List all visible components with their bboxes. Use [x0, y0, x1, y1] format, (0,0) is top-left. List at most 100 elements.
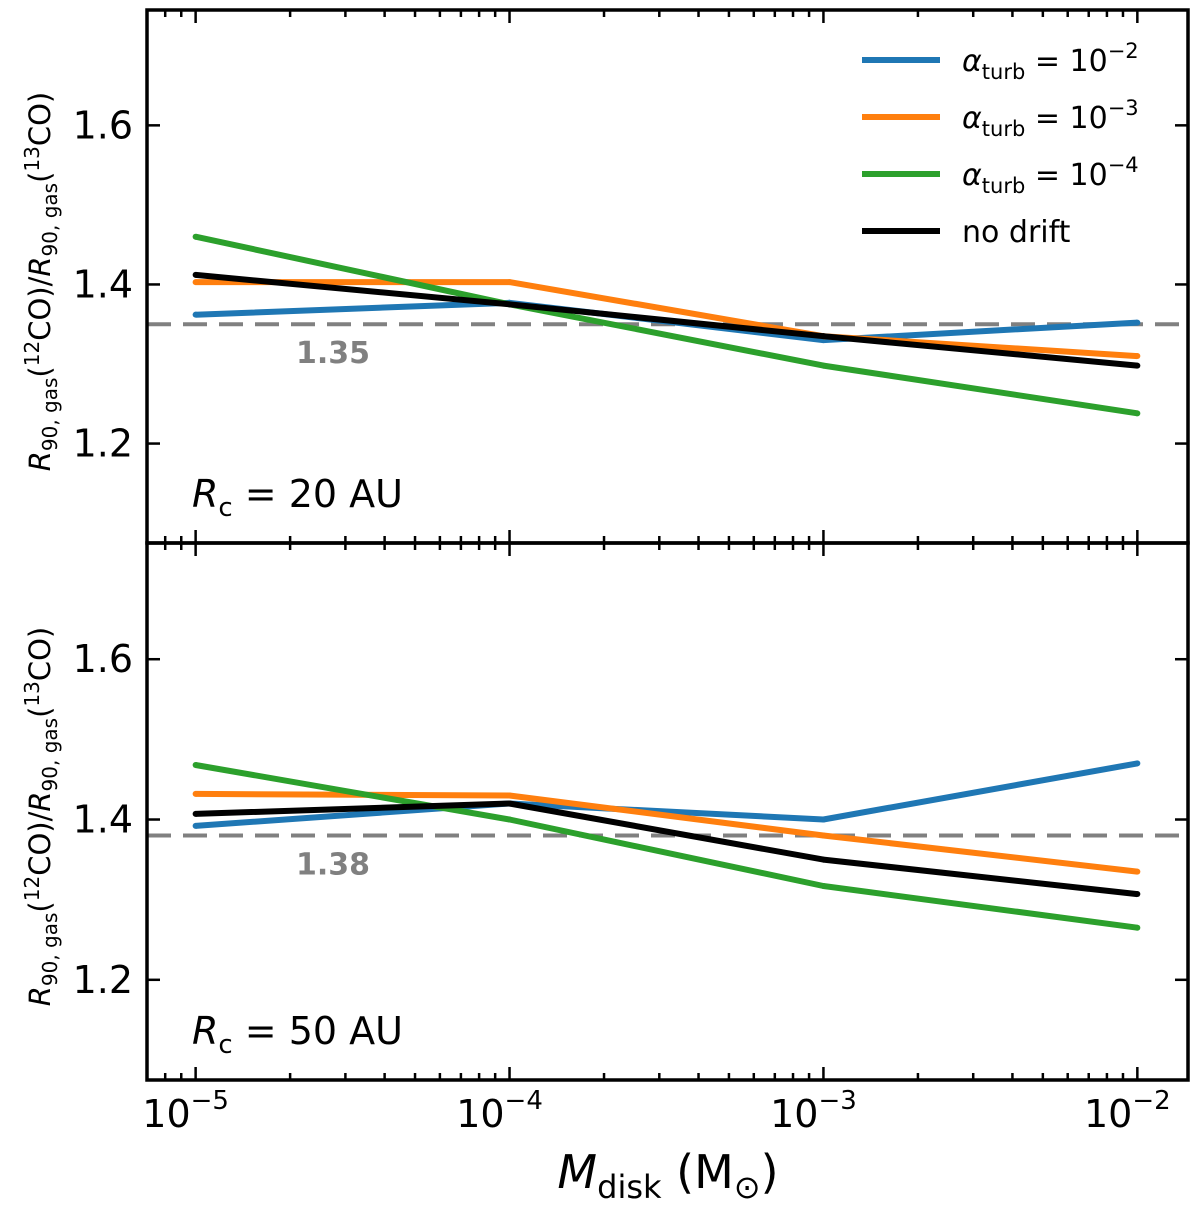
y-tick-label: 1.6 [73, 637, 133, 681]
ylabel-close: ) [23, 627, 57, 638]
x-axis-label: Mdisk (M⊙) [557, 1145, 778, 1206]
series-group [192, 233, 1141, 417]
legend-text: no drift [962, 215, 1071, 250]
data-point-s2-p1 [192, 790, 199, 797]
legend-exponent: −4 [1108, 153, 1139, 177]
data-point-s4-p2 [506, 301, 513, 308]
data-point-s2-p4 [1134, 868, 1141, 875]
legend-exponent: −3 [1108, 96, 1139, 120]
panel-frame [145, 541, 1190, 1082]
series-line-2 [195, 279, 1138, 360]
ylabel-mid: )/ [23, 811, 57, 832]
ylabel-close: ) [23, 92, 57, 103]
legend-alpha-symbol: α [962, 101, 982, 136]
data-point-s2-p4 [1134, 353, 1141, 360]
ylabel-open: ( [23, 901, 57, 912]
legend-base: = 10 [1025, 101, 1107, 136]
data-point-s3-p4 [1134, 410, 1141, 417]
data-point-s4-p3 [820, 856, 827, 863]
legend-alpha-sub: turb [982, 117, 1026, 141]
panel-label: Rc = 50 AU [192, 1009, 403, 1060]
legend-alpha-symbol: α [962, 158, 982, 193]
series-group [192, 760, 1141, 931]
xlabel-var: M [557, 1145, 597, 1199]
x-tick-exponent: −5 [191, 1086, 229, 1116]
data-point-s4-p3 [820, 333, 827, 340]
panel-label-var: R [192, 1009, 218, 1053]
data-point-s3-p4 [1134, 924, 1141, 931]
ylabel-open-2: ( [23, 707, 57, 718]
data-point-s4-p1 [192, 271, 199, 278]
data-point-s2-p1 [192, 279, 199, 286]
ylabel-species-2: CO [23, 638, 57, 681]
data-point-s4-p1 [192, 810, 199, 817]
series-line-3 [195, 762, 1138, 931]
data-point-s4-p2 [506, 800, 513, 807]
xlabel-sub: disk [597, 1168, 662, 1206]
ylabel-species-2: CO [23, 103, 57, 146]
series-line-4 [195, 271, 1138, 369]
ylabel-var: R [23, 986, 57, 1006]
series-line-3 [194, 233, 1138, 417]
panel-label-rest: = 50 AU [233, 1009, 403, 1053]
legend-alpha-symbol: α [962, 44, 982, 79]
ylabel-iso2: 13 [20, 146, 44, 171]
y-axis-label: R90, gas(12CO)/R90, gas(13CO) [20, 627, 62, 1007]
xlabel-unit-open: (M [662, 1145, 734, 1199]
ylabel-iso1: 12 [20, 876, 44, 901]
x-tick-exponent: −3 [818, 1086, 856, 1116]
data-point-s4-p4 [1134, 891, 1141, 898]
panel-frame [145, 8, 1190, 545]
x-tick-base: 10 [770, 1092, 818, 1136]
data-point-s3-p1 [192, 233, 199, 240]
legend-label-2: αturb = 10−3 [962, 96, 1139, 141]
x-tick-base: 10 [1084, 1092, 1132, 1136]
y-tick-label: 1.6 [73, 103, 133, 147]
data-point-s3-p3 [820, 362, 827, 369]
y-tick-label: 1.2 [73, 958, 133, 1002]
x-tick-exponent: −2 [1132, 1086, 1170, 1116]
ylabel-species: CO [23, 298, 57, 341]
x-tick-label-4: 10−2 [1084, 1086, 1171, 1136]
legend-alpha-sub: turb [982, 174, 1026, 198]
x-tick-exponent: −4 [505, 1086, 543, 1116]
legend-label-1: αturb = 10−2 [962, 39, 1139, 84]
data-point-s1-p1 [192, 311, 199, 318]
reference-line-label: 1.38 [296, 848, 370, 883]
data-point-s2-p2 [506, 279, 513, 286]
ylabel-sub-2: 90, gas [38, 183, 62, 257]
ylabel-open-2: ( [23, 172, 57, 183]
x-tick-base: 10 [142, 1092, 190, 1136]
x-tick-label-2: 10−4 [456, 1086, 543, 1136]
ylabel-species: CO [23, 833, 57, 876]
data-point-s1-p3 [820, 816, 827, 823]
data-point-s4-p4 [1134, 362, 1141, 369]
ylabel-sub: 90, gas [38, 913, 62, 987]
data-point-s3-p1 [192, 762, 199, 769]
legend-base: = 10 [1025, 158, 1107, 193]
legend-label-4: no drift [962, 215, 1071, 250]
y-tick-label: 1.2 [73, 422, 133, 466]
data-point-s3-p2 [506, 816, 513, 823]
ylabel-var-2: R [23, 791, 57, 811]
ylabel-var-2: R [23, 256, 57, 276]
ylabel-iso1: 12 [20, 341, 44, 366]
data-point-s2-p2 [506, 792, 513, 799]
panel-label-var: R [192, 472, 218, 516]
panel-label-rest: = 20 AU [233, 472, 403, 516]
x-tick-label-3: 10−3 [770, 1086, 857, 1136]
legend-base: = 10 [1025, 44, 1107, 79]
data-point-s2-p3 [820, 832, 827, 839]
y-tick-label: 1.4 [73, 262, 133, 306]
y-axis-label: R90, gas(12CO)/R90, gas(13CO) [20, 92, 62, 472]
legend-label-3: αturb = 10−4 [962, 153, 1139, 198]
x-tick-labels: 10−5 10−4 10−3 10−2 [142, 1086, 1170, 1136]
panel-label-sub: c [218, 1030, 232, 1060]
ylabel-sub: 90, gas [38, 378, 62, 452]
series-line-4 [195, 800, 1138, 898]
panel-label-sub: c [218, 493, 232, 523]
